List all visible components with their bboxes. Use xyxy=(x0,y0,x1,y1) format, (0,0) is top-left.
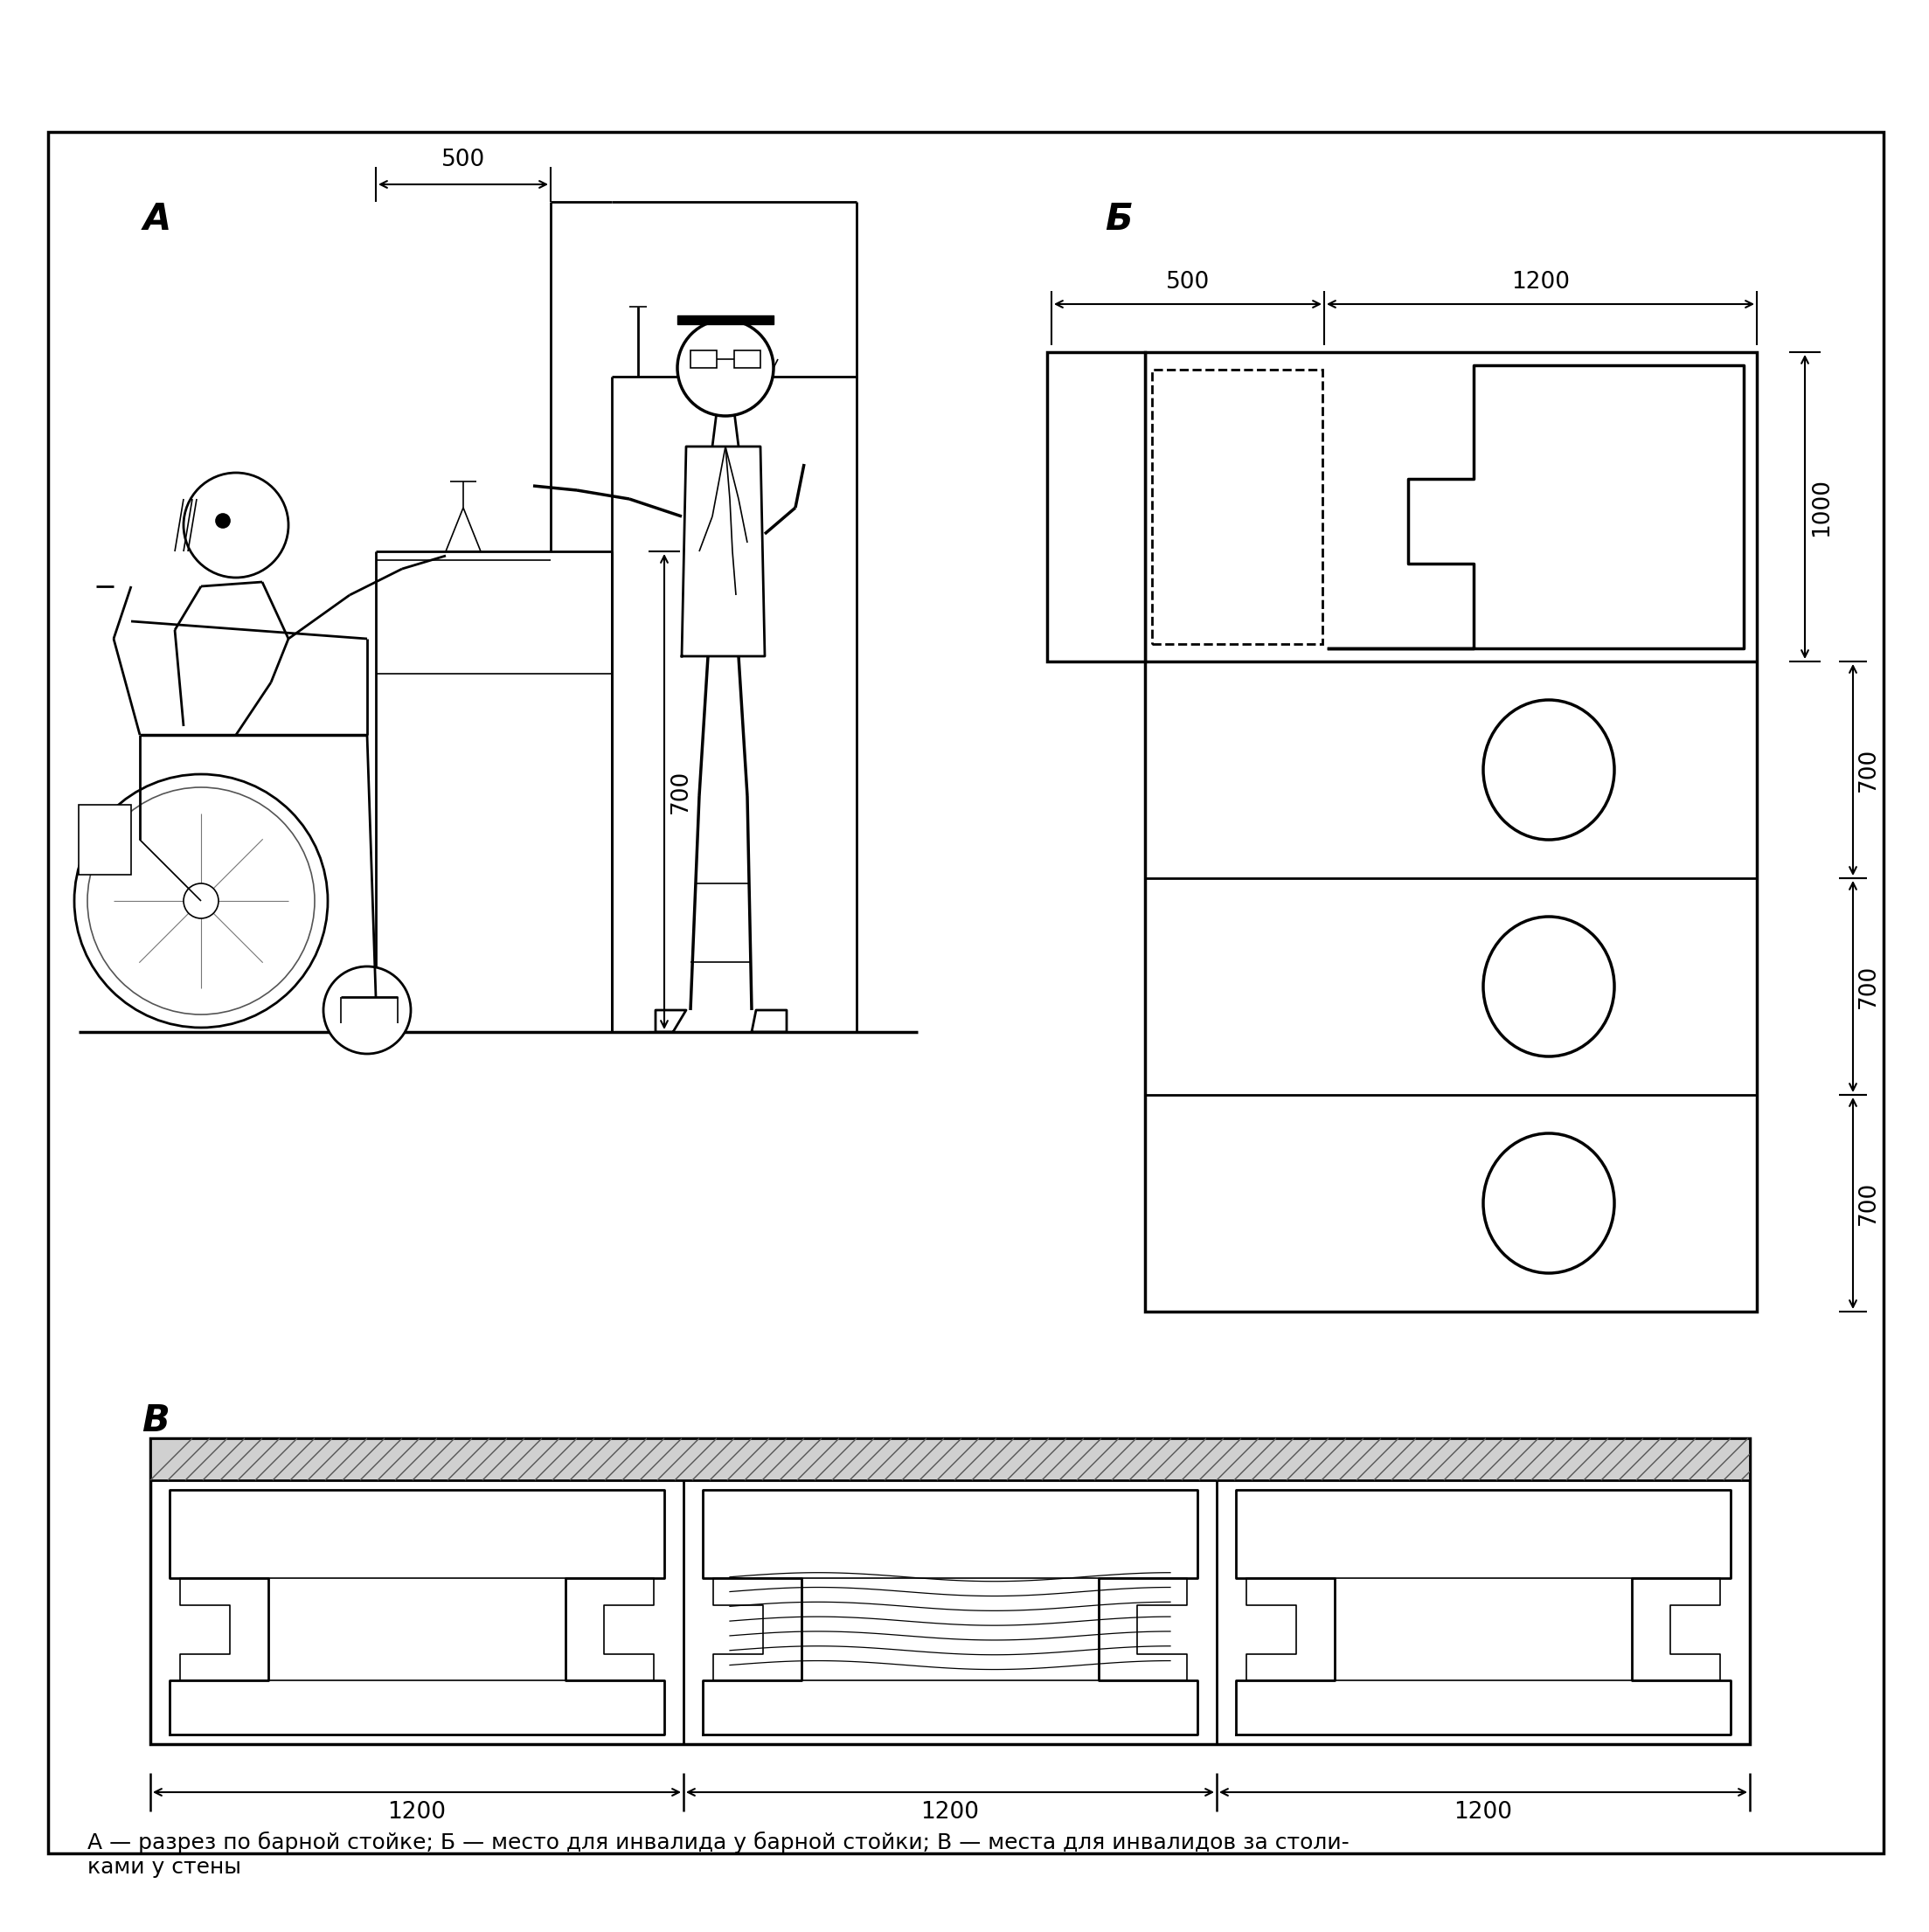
Text: 700: 700 xyxy=(669,769,693,813)
Polygon shape xyxy=(752,1010,787,1032)
Polygon shape xyxy=(170,1490,664,1735)
Circle shape xyxy=(183,473,289,578)
Text: В: В xyxy=(141,1403,170,1439)
Circle shape xyxy=(183,883,218,918)
Polygon shape xyxy=(1236,1490,1730,1735)
Bar xyxy=(735,350,760,367)
Circle shape xyxy=(75,775,328,1028)
Text: 500: 500 xyxy=(1165,270,1209,294)
Text: 1200: 1200 xyxy=(1454,1801,1512,1824)
Text: А — разрез по барной стойке; Б — место для инвалида у барной стойки; В — места д: А — разрез по барной стойке; Б — место д… xyxy=(87,1832,1348,1878)
Circle shape xyxy=(216,514,230,527)
Polygon shape xyxy=(656,1010,687,1032)
Circle shape xyxy=(324,966,411,1053)
Text: А: А xyxy=(143,201,172,238)
Polygon shape xyxy=(714,1578,1186,1681)
Text: 700: 700 xyxy=(1858,964,1881,1009)
Text: 1200: 1200 xyxy=(1510,270,1570,294)
Polygon shape xyxy=(681,446,764,657)
Ellipse shape xyxy=(1483,699,1615,840)
Bar xyxy=(150,1437,1750,1480)
Bar xyxy=(150,1437,1750,1745)
Circle shape xyxy=(677,321,774,415)
Bar xyxy=(48,131,1883,1853)
Text: 700: 700 xyxy=(1858,1180,1881,1225)
Text: 500: 500 xyxy=(442,149,486,172)
Bar xyxy=(79,806,131,875)
Text: 1000: 1000 xyxy=(1809,477,1833,535)
Bar xyxy=(1146,352,1757,1312)
Text: 1200: 1200 xyxy=(388,1801,446,1824)
Bar xyxy=(1047,352,1146,661)
Bar xyxy=(1152,369,1323,643)
Polygon shape xyxy=(179,1578,654,1681)
Ellipse shape xyxy=(1483,916,1615,1057)
Bar xyxy=(691,350,718,367)
Polygon shape xyxy=(702,1490,1198,1735)
Text: 1200: 1200 xyxy=(920,1801,980,1824)
Text: Б: Б xyxy=(1105,201,1132,238)
Ellipse shape xyxy=(1483,1134,1615,1273)
Text: 700: 700 xyxy=(1858,748,1881,792)
Polygon shape xyxy=(1246,1578,1721,1681)
